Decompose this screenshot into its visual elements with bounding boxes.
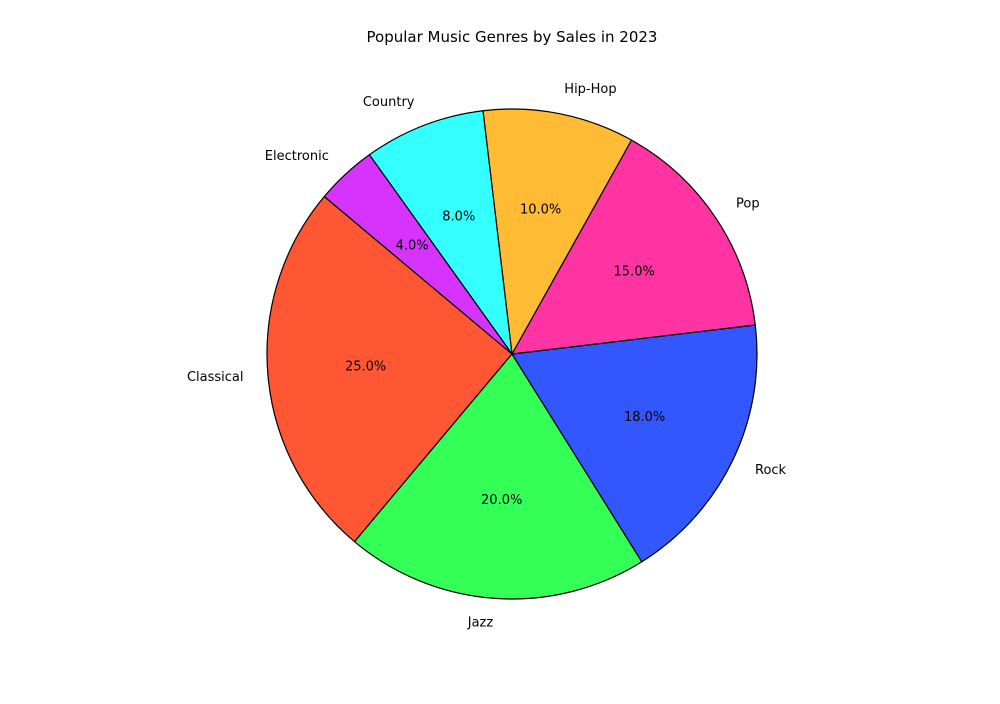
pct-label-rock: 18.0% [624,410,665,425]
slice-label-hip-hop: Hip-Hop [564,82,616,97]
pct-label-country: 8.0% [442,209,475,224]
pie-labels: Classical 25.0% Jazz 20.0% Rock 18.0% Pop 15.0%… [187,82,787,630]
slice-label-electronic: Electronic [265,149,329,164]
pct-label-classical: 25.0% [345,359,386,374]
slice-label-pop: Pop [736,197,760,212]
pie-slice-pop [511,139,756,355]
pie-slices [266,108,758,600]
slice-label-jazz: Jazz [467,615,494,630]
slice-label-country: Country [363,95,415,110]
pie-slice-electronic [323,154,513,355]
pct-label-electronic: 4.0% [396,239,429,254]
pie-slice-classical [266,195,513,543]
pie-slice-country [368,110,513,355]
chart-title: Popular Music Genres by Sales in 2023 [367,28,658,46]
pct-label-hip-hop: 10.0% [520,202,561,217]
slice-label-classical: Classical [187,370,244,385]
pct-label-jazz: 20.0% [481,493,522,508]
pie-slice-hip-hop [482,108,633,355]
pie-slice-jazz [353,353,643,600]
pie-slice-rock [511,324,758,563]
slice-label-rock: Rock [755,463,787,478]
pct-label-pop: 15.0% [614,265,655,280]
